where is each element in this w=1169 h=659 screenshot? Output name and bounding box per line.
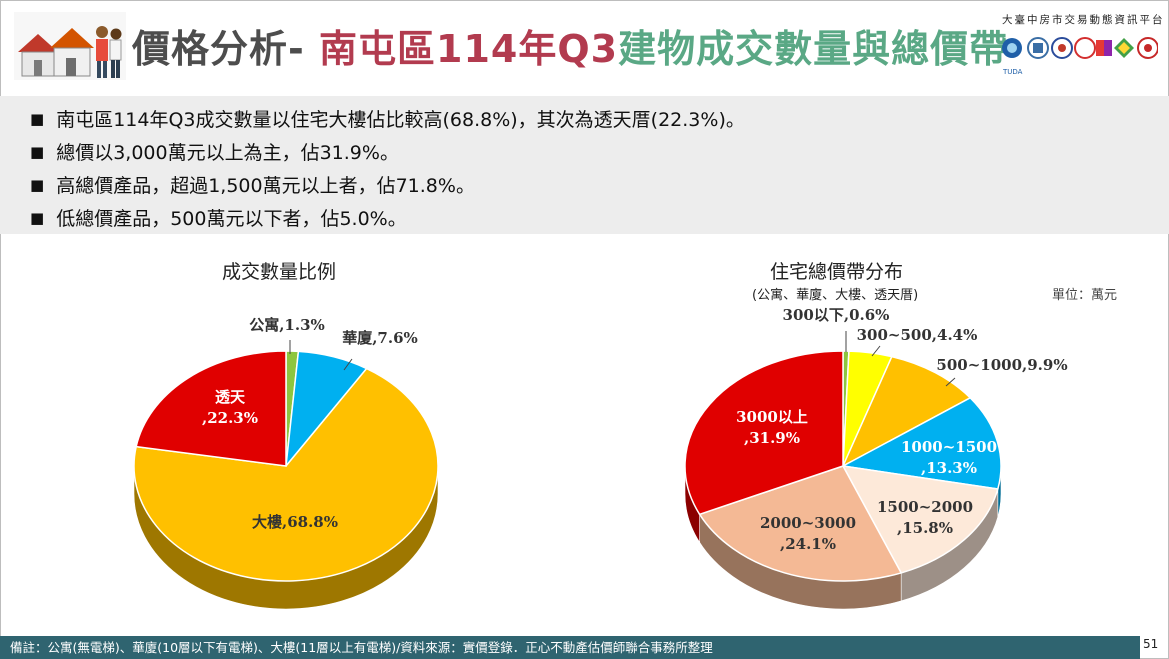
summary-panel: 南屯區114年Q3成交數量以住宅大樓佔比較高(68.8%)，其次為透天厝(22.… [0,96,1169,234]
page-title: 價格分析- 南屯區114年Q3建物成交數量與總價帶 [132,18,1008,73]
chart2-unit: 單位：萬元 [1052,288,1118,303]
pie-slice-500~1000 [841,355,972,468]
chart2-title: 住宅總價帶分布 [770,261,904,283]
summary-item: 高總價產品，超過1,500萬元以上者，佔71.8%。 [30,170,1169,203]
slice-label-3000以上: 3000以上,31.9% [736,408,808,447]
pie-slice-大樓 [133,367,439,582]
slice-label-公寓: 公寓,1.3% [249,316,325,334]
pie-slice-1500~2000 [841,465,999,574]
pie-slice-3000以上 [684,350,844,516]
slice-label-1500~2000: 1500~2000,15.8% [877,498,973,537]
svg-text:TUDA: TUDA [1002,68,1023,76]
pie-slice-1000~1500 [840,396,1002,490]
pie-slices [133,350,439,582]
pie-slice-透天 [135,350,287,467]
page-number: 51 [1143,637,1159,651]
slice-label-華廈: 華廈,7.6% [342,329,418,347]
slice-label-500~1000: 500~1000,9.9% [936,356,1067,374]
slice-label-1000~1500: 1000~1500,13.3% [901,438,997,477]
slice-label-透天: 透天,22.3% [202,388,258,427]
leader-line [871,345,881,357]
summary-list: 南屯區114年Q3成交數量以住宅大樓佔比較高(68.8%)，其次為透天厝(22.… [0,96,1169,236]
title-part-topic: 建物成交數量與總價帶 [618,27,1009,71]
summary-item: 南屯區114年Q3成交數量以住宅大樓佔比較高(68.8%)，其次為透天厝(22.… [30,104,1169,137]
slice-label-300~500: 300~500,4.4% [857,326,978,344]
title-part-analysis: 價格分析- [132,27,305,71]
footer-note: 備註：公寓(無電梯)、華廈(10層以下有電梯)、大樓(11層以上有電梯)/資料來… [0,636,1140,659]
title-part-district: 南屯區114年Q3 [319,27,619,71]
summary-item: 總價以3,000萬元以上為主，佔31.9%。 [30,137,1169,170]
leader-line [945,377,956,387]
leader-line [343,358,353,371]
slice-label-2000~3000: 2000~3000,24.1% [760,514,856,553]
pie-slices [684,350,1002,582]
slide-header: 價格分析- 南屯區114年Q3建物成交數量與總價帶 大臺中房市交易動態資訊平台 … [0,0,1169,95]
chart2-subtitle: (公寓、華廈、大樓、透天厝) [752,288,919,303]
pie-slice-2000~3000 [698,465,903,582]
slice-label-大樓: 大樓,68.8% [252,513,338,531]
chart1-title: 成交數量比例 [222,261,337,283]
slice-label-300以下: 300以下,0.6% [783,306,890,324]
partner-logos-icon: TUDA [1002,37,1158,76]
summary-item: 低總價產品，500萬元以下者，佔5.0%。 [30,203,1169,236]
platform-name: 大臺中房市交易動態資訊平台 [1002,14,1165,26]
house-people-illustration-icon [14,12,126,80]
